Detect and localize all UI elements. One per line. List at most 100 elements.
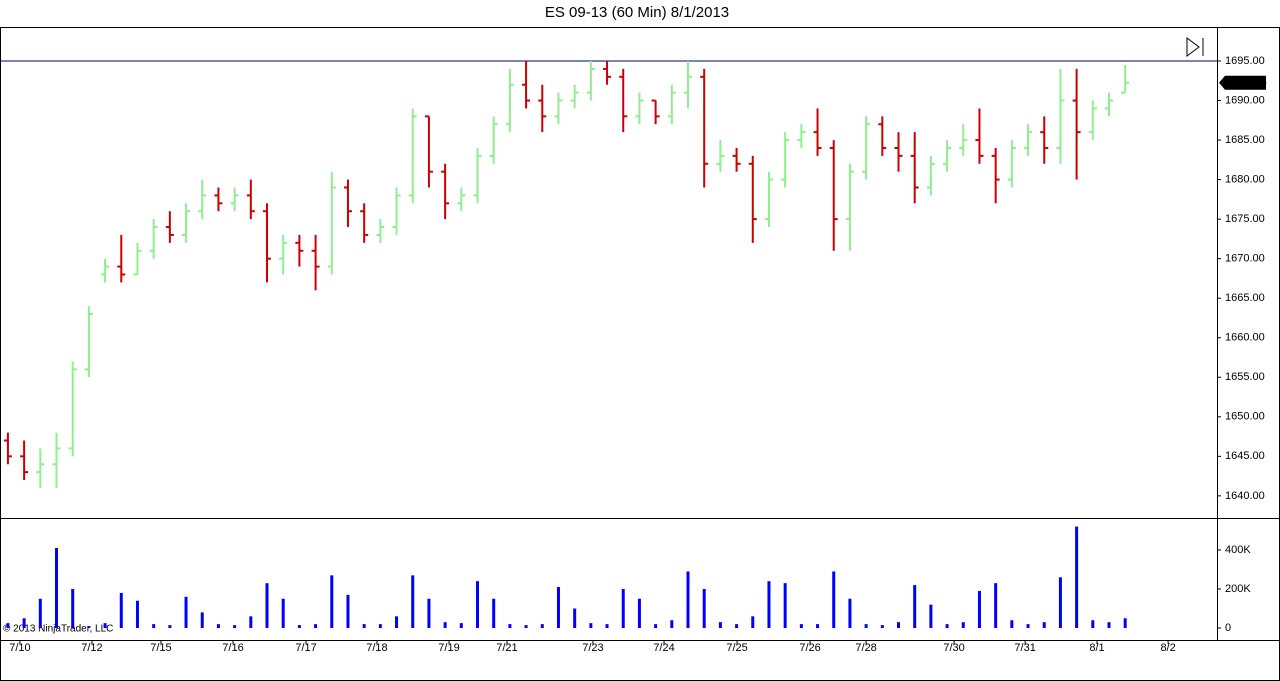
volume-bar: [168, 625, 172, 629]
x-tick-label: 7/26: [799, 642, 820, 654]
volume-bar: [1075, 526, 1079, 629]
volume-bar: [783, 583, 787, 629]
volume-bar: [702, 589, 706, 629]
volume-bar: [281, 598, 285, 629]
volume-bar: [492, 598, 496, 629]
y-tick-label: 200K: [1225, 583, 1251, 595]
volume-bar: [799, 624, 803, 629]
volume-bar: [427, 598, 431, 629]
volume-bar: [6, 623, 10, 629]
volume-bar: [330, 575, 334, 629]
volume-bar: [1010, 620, 1014, 629]
volume-bar: [1107, 622, 1111, 629]
volume-bar: [362, 624, 366, 629]
volume-bar: [977, 590, 981, 629]
y-tick-label: 1640.00: [1225, 490, 1265, 502]
x-tick-label: 7/17: [295, 642, 316, 654]
volume-bar: [200, 612, 204, 629]
volume-bar: [265, 583, 269, 629]
volume-bar: [670, 620, 674, 629]
volume-bar: [1091, 620, 1095, 629]
volume-bar: [459, 623, 463, 629]
volume-bar: [897, 622, 901, 629]
volume-bar: [1042, 622, 1046, 629]
x-tick-label: 7/25: [726, 642, 747, 654]
volume-bar: [184, 596, 188, 629]
last-price-label: 1692.25: [1227, 77, 1267, 89]
volume-bar: [686, 571, 690, 629]
y-tick-label: 1685.00: [1225, 134, 1265, 146]
x-tick-label: 7/16: [222, 642, 243, 654]
y-tick-label: 1650.00: [1225, 411, 1265, 423]
volume-bar: [378, 624, 382, 629]
volume-bar: [216, 624, 220, 629]
x-tick-label: 7/23: [582, 642, 603, 654]
volume-bar: [22, 618, 26, 629]
volume-bar: [395, 616, 399, 629]
volume-bar: [87, 626, 91, 629]
y-tick-label: 1695.00: [1225, 55, 1265, 67]
volume-bar: [767, 581, 771, 629]
volume-bar: [816, 624, 820, 629]
y-tick-label: 1665.00: [1225, 292, 1265, 304]
volume-bar: [994, 583, 998, 629]
last-price-marker: [1219, 75, 1266, 90]
volume-bar: [38, 598, 42, 629]
volume-bar: [605, 624, 609, 629]
x-tick-label: 7/19: [438, 642, 459, 654]
volume-bar: [119, 592, 123, 629]
y-tick-label: 1655.00: [1225, 371, 1265, 383]
x-tick-label: 7/30: [943, 642, 964, 654]
x-tick-label: 7/31: [1014, 642, 1035, 654]
volume-bar: [314, 624, 318, 629]
volume-bar: [864, 624, 868, 629]
volume-bar: [508, 624, 512, 629]
volume-bar: [751, 616, 755, 629]
volume-bar: [945, 624, 949, 629]
volume-bar: [476, 581, 480, 629]
volume-bar: [1123, 618, 1127, 629]
volume-bar: [621, 589, 625, 629]
volume-bar: [654, 624, 658, 629]
y-tick-label: 400K: [1225, 544, 1251, 556]
volume-bar: [573, 608, 577, 629]
volume-bar: [135, 600, 139, 629]
volume-bar: [589, 623, 593, 629]
volume-bar: [735, 624, 739, 629]
scroll-icon[interactable]: [1186, 37, 1200, 57]
x-tick-label: 7/24: [653, 642, 674, 654]
y-tick-label: 1660.00: [1225, 332, 1265, 344]
x-tick-label: 7/15: [150, 642, 171, 654]
volume-bar: [297, 625, 301, 629]
frame: [0, 27, 1280, 681]
y-tick-label: 1690.00: [1225, 94, 1265, 106]
x-tick-label: 7/18: [366, 642, 387, 654]
x-tick-label: 7/28: [855, 642, 876, 654]
volume-bar: [913, 585, 917, 629]
volume-bar: [1026, 624, 1030, 629]
y-tick-label: 1645.00: [1225, 450, 1265, 462]
y-tick-label: 1680.00: [1225, 174, 1265, 186]
volume-bar: [233, 625, 237, 629]
volume-bar: [249, 616, 253, 629]
volume-bar: [103, 623, 107, 629]
volume-bar: [880, 625, 884, 629]
chart-title: ES 09-13 (60 Min) 8/1/2013: [545, 4, 729, 21]
x-tick-label: 7/10: [9, 642, 30, 654]
volume-bar: [71, 589, 75, 629]
y-tick-label: 1670.00: [1225, 253, 1265, 265]
volume-bar: [443, 622, 447, 629]
volume-bar: [637, 598, 641, 629]
volume-bar: [929, 604, 933, 629]
scroll-end-button[interactable]: [1186, 37, 1204, 57]
volume-bar: [961, 622, 965, 629]
volume-bar: [848, 598, 852, 629]
volume-bar: [718, 622, 722, 629]
volume-bar: [832, 571, 836, 629]
volume-bar: [346, 594, 350, 629]
volume-bar: [152, 624, 156, 629]
y-tick-label: 0: [1225, 622, 1231, 634]
volume-bar: [524, 625, 528, 629]
